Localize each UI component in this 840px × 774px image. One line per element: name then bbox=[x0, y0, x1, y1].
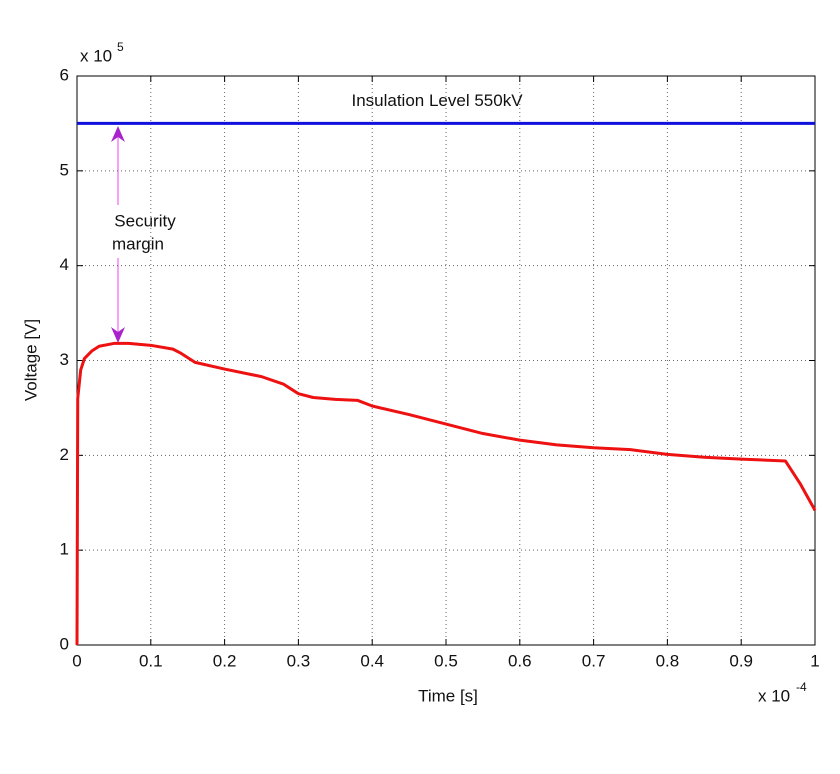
x-tick-label: 0.9 bbox=[729, 651, 753, 670]
x-tick-label: 0.1 bbox=[139, 651, 163, 670]
annotation-line: Security bbox=[114, 211, 176, 230]
arrow-head bbox=[111, 327, 125, 343]
reference-label: Insulation Level 550kV bbox=[351, 91, 523, 110]
y-tick-label: 0 bbox=[60, 634, 69, 653]
arrow-head bbox=[111, 126, 125, 142]
x-tick-label: 1 bbox=[810, 651, 819, 670]
plot-frame bbox=[76, 75, 816, 646]
x-multiplier-base: x 10 bbox=[758, 686, 790, 705]
y-tick-label: 3 bbox=[60, 350, 69, 369]
x-multiplier-exponent: -4 bbox=[796, 680, 807, 694]
x-tick-label: 0 bbox=[72, 651, 81, 670]
x-tick-label: 0.3 bbox=[287, 651, 311, 670]
annotation-line: margin bbox=[112, 234, 164, 253]
x-tick-label: 0.4 bbox=[360, 651, 384, 670]
data-line bbox=[75, 341, 817, 646]
y-tick-label: 6 bbox=[60, 65, 69, 84]
x-tick-label: 0.5 bbox=[434, 651, 458, 670]
x-tick-label: 0.8 bbox=[656, 651, 680, 670]
y-tick-label: 5 bbox=[60, 160, 69, 179]
x-tick-label: 0.2 bbox=[213, 651, 237, 670]
x-tick-label: 0.6 bbox=[508, 651, 532, 670]
y-axis-label: Voltage [V] bbox=[21, 319, 40, 401]
x-label-box bbox=[356, 678, 542, 718]
y-multiplier-base: x 10 bbox=[80, 46, 112, 65]
x-tick-label: 0.7 bbox=[582, 651, 606, 670]
y-tick-label: 1 bbox=[60, 540, 69, 559]
y-multiplier-exponent: 5 bbox=[117, 40, 124, 54]
y-tick-label: 4 bbox=[60, 255, 69, 274]
y-tick-label: 2 bbox=[60, 445, 69, 464]
x-axis-label: Time [s] bbox=[418, 686, 478, 705]
